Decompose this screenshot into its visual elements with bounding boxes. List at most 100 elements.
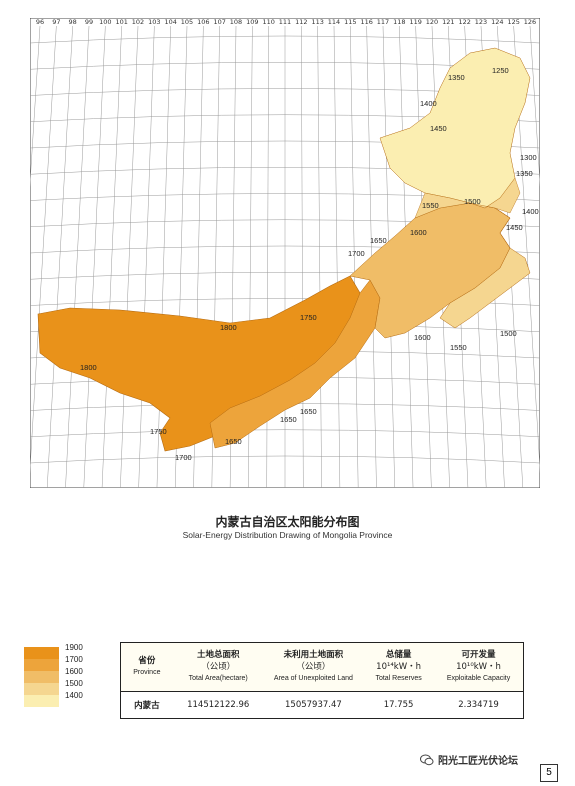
legend-label: 1400 <box>65 690 83 700</box>
brand-text: 阳光工匠光伏论坛 <box>438 756 518 767</box>
legend-swatch <box>24 647 59 659</box>
map-title-zh: 内蒙古自治区太阳能分布图 <box>215 515 360 529</box>
meridian-line <box>46 25 73 488</box>
isoline-label: 1550 <box>422 201 439 210</box>
meridian-line <box>156 25 171 488</box>
legend-swatch <box>24 671 59 683</box>
isoline-label: 1500 <box>464 197 481 206</box>
longitude-label: 113 <box>311 18 323 26</box>
longitude-label: 112 <box>295 18 307 26</box>
meridian-line <box>138 25 155 488</box>
longitude-label: 96 <box>36 18 44 26</box>
longitude-labels: 96 97 98 99 100 101 102 103 104 105 106 107 108 109 11… <box>36 18 536 26</box>
map-title-en: Solar-Energy Distribution Drawing of Mon… <box>182 530 393 540</box>
legend-item: 1600 <box>24 667 94 683</box>
isoline-label: 1350 <box>516 169 533 178</box>
meridian-line <box>30 25 41 188</box>
isoline-label: 1700 <box>175 453 192 462</box>
legend: 1900 1700 1600 1500 1400 <box>24 643 94 707</box>
longitude-label: 106 <box>197 18 209 26</box>
longitude-label: 122 <box>458 18 470 26</box>
longitude-label: 103 <box>148 18 160 26</box>
isoline-label: 1650 <box>300 407 317 416</box>
isoline-label: 1450 <box>430 124 447 133</box>
isoline-label: 1400 <box>420 99 437 108</box>
table-row: 内蒙古 114512122.96 15057937.47 17.755 2.33… <box>121 692 524 719</box>
isoline-label: 1650 <box>280 415 297 424</box>
isoline-label: 1600 <box>414 333 431 342</box>
meridian-line <box>83 25 106 488</box>
solar-distribution-map: 96 97 98 99 100 101 102 103 104 105 106 107 108 109 11… <box>30 18 540 488</box>
longitude-label: 102 <box>132 18 144 26</box>
meridian-line <box>529 25 540 188</box>
legend-item: 1400 <box>24 691 94 707</box>
legend-label: 1900 <box>65 642 83 652</box>
legend-item: 1700 <box>24 655 94 671</box>
legend-swatch <box>24 683 59 695</box>
isoline-label: 1250 <box>492 66 509 75</box>
longitude-label: 108 <box>230 18 242 26</box>
longitude-label: 99 <box>85 18 93 26</box>
longitude-label: 114 <box>328 18 340 26</box>
isoline-label: 1450 <box>506 223 523 232</box>
legend-swatch <box>24 659 59 671</box>
meridian-line <box>301 25 304 488</box>
zone-1500-northeast <box>414 177 521 219</box>
isoline-label: 1300 <box>520 153 537 162</box>
isoline-label: 1800 <box>220 323 237 332</box>
longitude-label: 107 <box>213 18 225 26</box>
isoline-label: 1650 <box>225 437 242 446</box>
meridian-line <box>350 25 359 488</box>
longitude-label: 101 <box>115 18 127 26</box>
legend-item: 1900 <box>24 643 94 659</box>
legend-label: 1500 <box>65 678 83 688</box>
isolines: 1250135012501400145013001350155015001400… <box>80 66 539 462</box>
isoline-label: 1750 <box>150 427 167 436</box>
isoline-label: 1800 <box>80 363 97 372</box>
page-number: 5 <box>540 764 558 782</box>
longitude-label: 123 <box>475 18 487 26</box>
parallel-line <box>30 455 540 464</box>
isoline-label: 1650 <box>370 236 387 245</box>
longitude-label: 111 <box>279 18 291 26</box>
longitude-label: 124 <box>491 18 503 26</box>
longitude-label: 125 <box>507 18 519 26</box>
col-unexploited-area: 未利用土地面积 （公顷） Area of Unexploited Land <box>263 642 364 692</box>
longitude-label: 100 <box>99 18 111 26</box>
col-total-reserves: 总储量 10¹⁴kW・h Total Reserves <box>363 642 435 692</box>
footer-brand: 阳光工匠光伏论坛 <box>420 752 518 767</box>
legend-item: 1500 <box>24 679 94 695</box>
isoline-label: 1600 <box>410 228 427 237</box>
wechat-icon <box>420 754 434 765</box>
isoline-label: 1500 <box>500 329 517 338</box>
table-header-row: 省份 Province 土地总面积 （公顷） Total Area(hectar… <box>120 642 524 692</box>
col-exploitable: 可开发量 10¹⁰kW・h Exploitable Capacity <box>434 642 524 692</box>
meridian-line <box>30 25 57 474</box>
cell-total-reserves: 17.755 <box>383 700 414 710</box>
longitude-label: 110 <box>262 18 274 26</box>
meridian-line <box>120 25 139 488</box>
meridian-line <box>65 25 90 488</box>
cell-unexploited: 15057937.47 <box>285 700 342 710</box>
longitude-label: 116 <box>360 18 372 26</box>
longitude-label: 117 <box>377 18 389 26</box>
longitude-label: 97 <box>52 18 60 26</box>
isoline-label: 1700 <box>348 249 365 258</box>
cell-exploitable: 2.334719 <box>458 700 499 710</box>
longitude-label: 120 <box>426 18 438 26</box>
legend-label: 1600 <box>65 666 83 676</box>
isoline-label: 1750 <box>300 313 317 322</box>
legend-swatch <box>24 695 59 707</box>
meridian-line <box>101 25 122 488</box>
legend-label: 1700 <box>65 654 83 664</box>
isoline-label: 1350 <box>448 73 465 82</box>
isoline-label: 1400 <box>522 207 539 216</box>
longitude-label: 121 <box>442 18 454 26</box>
longitude-label: 104 <box>164 18 176 26</box>
longitude-label: 109 <box>246 18 258 26</box>
col-province: 省份 Province <box>120 642 173 692</box>
col-total-area: 土地总面积 （公顷） Total Area(hectare) <box>172 642 264 692</box>
parallel-line <box>30 35 540 44</box>
cell-province: 内蒙古 <box>134 701 160 711</box>
